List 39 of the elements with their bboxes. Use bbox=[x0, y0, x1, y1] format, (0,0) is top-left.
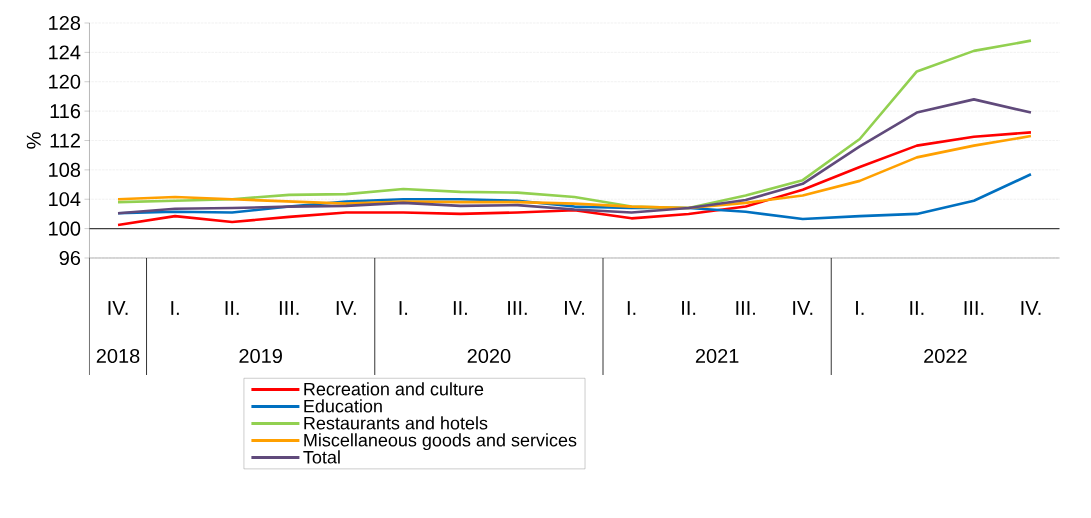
text: 2022 bbox=[924, 348, 967, 364]
x-tick-label: IV. bbox=[565, 301, 584, 315]
x-tick-label: I. bbox=[627, 301, 636, 315]
text: 2020 bbox=[467, 348, 511, 364]
y-tick-label: 100 bbox=[49, 221, 81, 236]
text: 2019 bbox=[239, 348, 282, 364]
x-tick-label: III. bbox=[736, 301, 755, 315]
text: 2021 bbox=[695, 348, 739, 364]
y-tick-label: 96 bbox=[59, 250, 81, 266]
text: 2018 bbox=[96, 348, 140, 364]
x-tick-label: II. bbox=[682, 301, 696, 315]
y-tick-label: 108 bbox=[49, 162, 81, 177]
x-tick-label: I. bbox=[399, 301, 408, 315]
x-tick-label: IV. bbox=[793, 301, 813, 315]
legend-label: Education bbox=[304, 399, 382, 413]
line-series bbox=[116, 131, 1033, 227]
x-tick-label: IV. bbox=[108, 301, 128, 315]
y-axis-title: % bbox=[26, 132, 41, 149]
x-tick-label: I. bbox=[171, 301, 179, 315]
legend-label: Total bbox=[303, 450, 340, 464]
x-tick-label: IV. bbox=[336, 301, 356, 315]
y-tick-label: 112 bbox=[50, 133, 80, 148]
x-tick-label: I. bbox=[856, 301, 864, 315]
legend-label: Miscellaneous goods and services bbox=[304, 433, 577, 451]
y-tick-label: 128 bbox=[49, 15, 81, 31]
x-tick-label: III. bbox=[508, 301, 527, 315]
legend-label: Recreation and culture bbox=[304, 382, 484, 396]
legend-label: Restaurants and hotels bbox=[304, 416, 488, 430]
y-tick-label: 124 bbox=[49, 45, 81, 60]
x-tick-label: III. bbox=[964, 301, 984, 315]
x-tick-label: III. bbox=[279, 301, 299, 315]
x-tick-label: II. bbox=[910, 301, 924, 315]
y-tick-label: 116 bbox=[50, 104, 81, 119]
x-tick-label: II. bbox=[225, 301, 239, 315]
x-tick-label: IV. bbox=[1021, 301, 1041, 315]
x-tick-label: II. bbox=[453, 301, 467, 315]
y-tick-label: 120 bbox=[49, 74, 81, 89]
y-tick-label: 104 bbox=[49, 192, 81, 207]
line-series bbox=[116, 98, 1033, 215]
